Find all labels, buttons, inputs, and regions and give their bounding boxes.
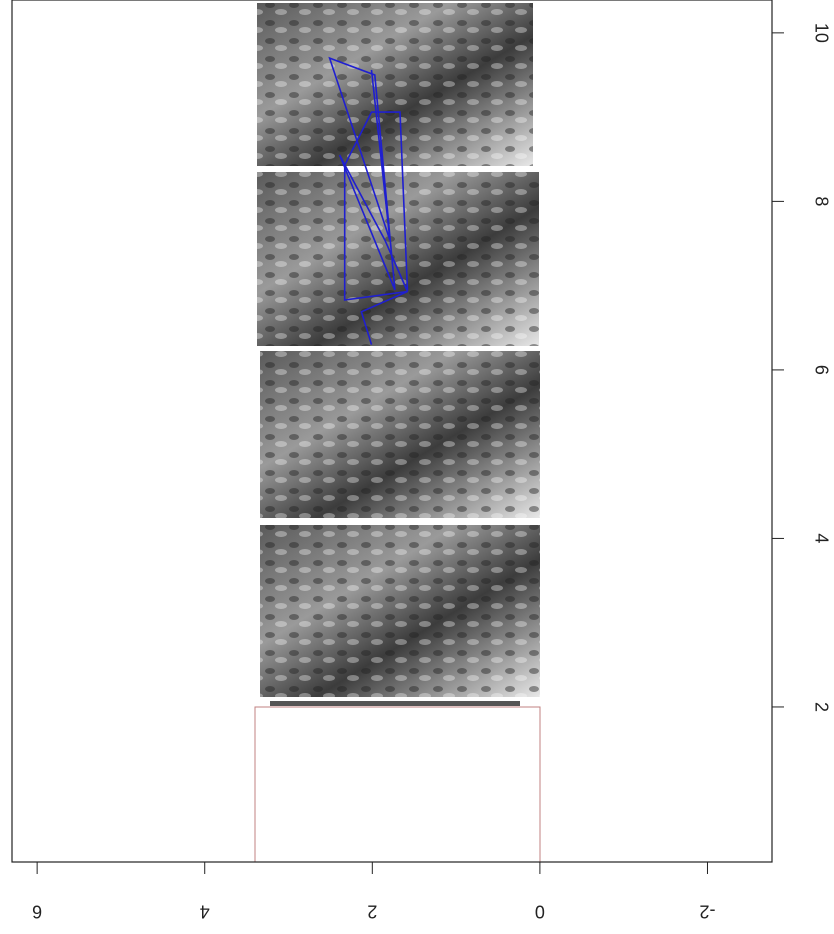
x-tick-label: 8 bbox=[811, 196, 831, 206]
y-tick-label: 4 bbox=[200, 901, 210, 921]
y-tick-label: 6 bbox=[32, 901, 42, 921]
y-tick-label: 2 bbox=[367, 901, 377, 921]
x-tick-label: 6 bbox=[811, 365, 831, 375]
x-tick-label: 4 bbox=[811, 533, 831, 543]
photo-strip bbox=[254, 3, 541, 863]
y-tick-label: 0 bbox=[535, 901, 545, 921]
x-tick-label: 2 bbox=[811, 702, 831, 712]
x-tick-label: 10 bbox=[811, 23, 831, 43]
trajectory-line bbox=[328, 56, 409, 345]
y-tick-label: -2 bbox=[699, 901, 715, 921]
plot-frame bbox=[11, 0, 773, 863]
